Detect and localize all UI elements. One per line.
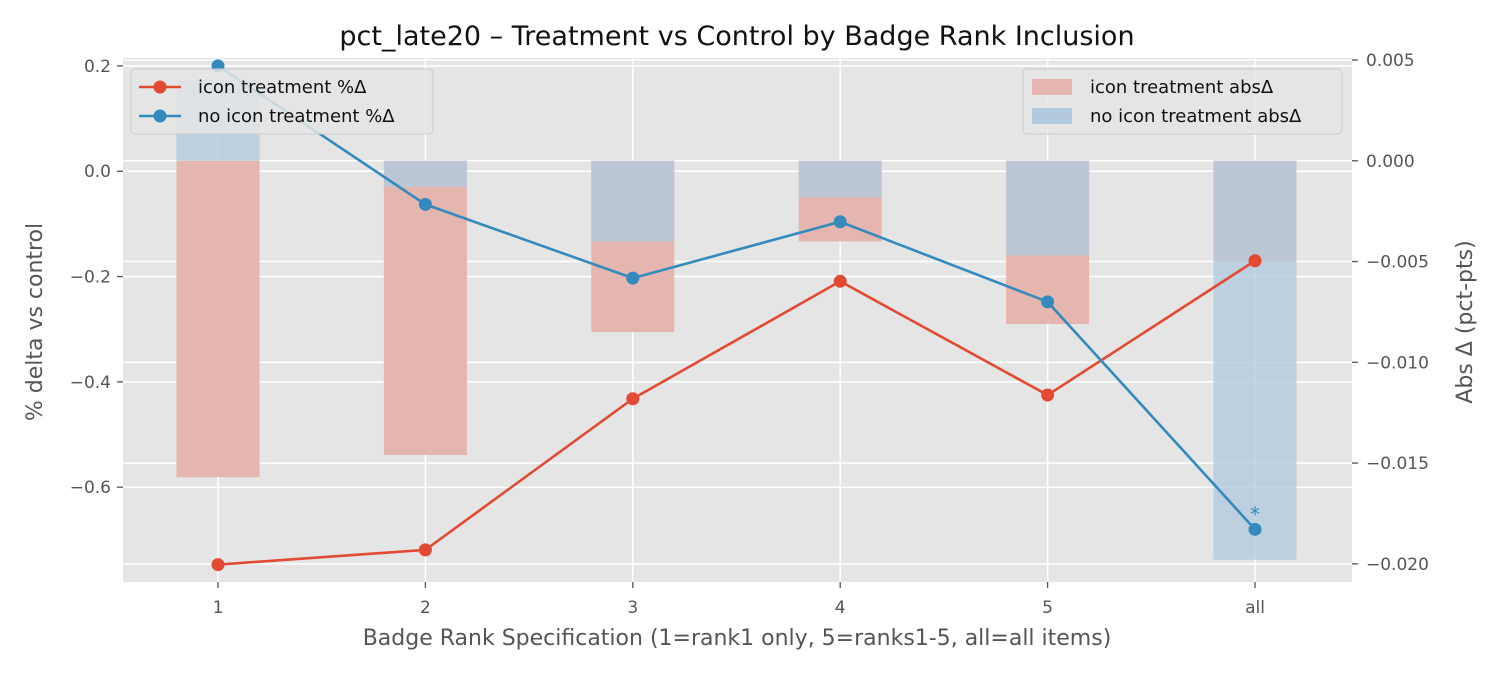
legend-bar-label: icon treatment absΔ bbox=[1090, 77, 1274, 98]
legend-lines-frame bbox=[130, 68, 434, 135]
legend-marker bbox=[153, 109, 167, 123]
y-tick-label-right: −0.020 bbox=[1366, 555, 1429, 575]
x-tick-label: 4 bbox=[835, 598, 846, 618]
point-icon-5 bbox=[1041, 388, 1055, 402]
y-tick-label-right: −0.010 bbox=[1366, 353, 1429, 373]
point-no-icon-4 bbox=[833, 215, 847, 229]
point-no-icon-2 bbox=[418, 197, 432, 211]
x-tick-label: 1 bbox=[213, 598, 224, 618]
line-icon bbox=[217, 259, 1256, 566]
point-no-icon-all bbox=[1248, 522, 1262, 536]
bar-no-icon-all bbox=[1213, 160, 1297, 560]
y-axis-label-left: % delta vs control bbox=[23, 223, 48, 421]
point-icon-3 bbox=[626, 392, 640, 406]
y-axis-label-right: Abs Δ (pct-pts) bbox=[1453, 240, 1478, 403]
y-tick-label-right: 0.005 bbox=[1366, 51, 1415, 71]
legend-line-label: icon treatment %Δ bbox=[198, 77, 367, 98]
y-tick-label-left: −0.2 bbox=[70, 268, 111, 288]
y-tick-label-right: 0.000 bbox=[1366, 152, 1415, 172]
y-tick-label-left: 0.0 bbox=[84, 162, 111, 182]
y-tick-label-left: 0.2 bbox=[84, 57, 111, 77]
point-icon-all bbox=[1248, 254, 1262, 268]
x-tick-label: 3 bbox=[627, 598, 638, 618]
x-tick-label: all bbox=[1245, 598, 1265, 618]
y-tick-label-right: −0.015 bbox=[1366, 454, 1429, 474]
bar-icon-1 bbox=[176, 160, 260, 478]
legend-marker bbox=[153, 80, 167, 94]
y-tick-label-left: −0.6 bbox=[70, 478, 111, 498]
legend-bar-swatch bbox=[1032, 79, 1072, 95]
point-icon-1 bbox=[211, 558, 225, 572]
significance-annotation: * bbox=[1250, 502, 1260, 526]
legend-line-label: no icon treatment %Δ bbox=[198, 106, 395, 127]
x-axis-label: Badge Rank Specification (1=rank1 only, … bbox=[363, 626, 1112, 651]
y-tick-label-left: −0.4 bbox=[70, 373, 111, 393]
point-icon-4 bbox=[833, 274, 847, 288]
legend-lines: icon treatment %Δ no icon treatment %Δ bbox=[130, 68, 434, 135]
bar-no-icon-3 bbox=[591, 160, 675, 242]
bar-no-icon-4 bbox=[798, 160, 882, 198]
point-no-icon-3 bbox=[626, 271, 640, 285]
x-tick-label: 5 bbox=[1042, 598, 1053, 618]
y-tick-label-right: −0.005 bbox=[1366, 253, 1429, 273]
bar-no-icon-2 bbox=[383, 160, 467, 187]
plot-background bbox=[123, 58, 1352, 582]
bar-no-icon-5 bbox=[1006, 160, 1090, 256]
x-tick-label: 2 bbox=[420, 598, 431, 618]
legend-bars: icon treatment absΔ no icon treatment abs… bbox=[1022, 68, 1343, 135]
legend-bars-frame bbox=[1022, 68, 1343, 135]
line-no-icon bbox=[217, 64, 1256, 531]
chart-title: pct_late20 – Treatment vs Control by Bad… bbox=[339, 21, 1134, 52]
legend-bar-label: no icon treatment absΔ bbox=[1090, 106, 1302, 127]
point-no-icon-5 bbox=[1041, 295, 1055, 309]
legend-bar-swatch bbox=[1032, 108, 1072, 124]
point-icon-2 bbox=[418, 543, 432, 557]
